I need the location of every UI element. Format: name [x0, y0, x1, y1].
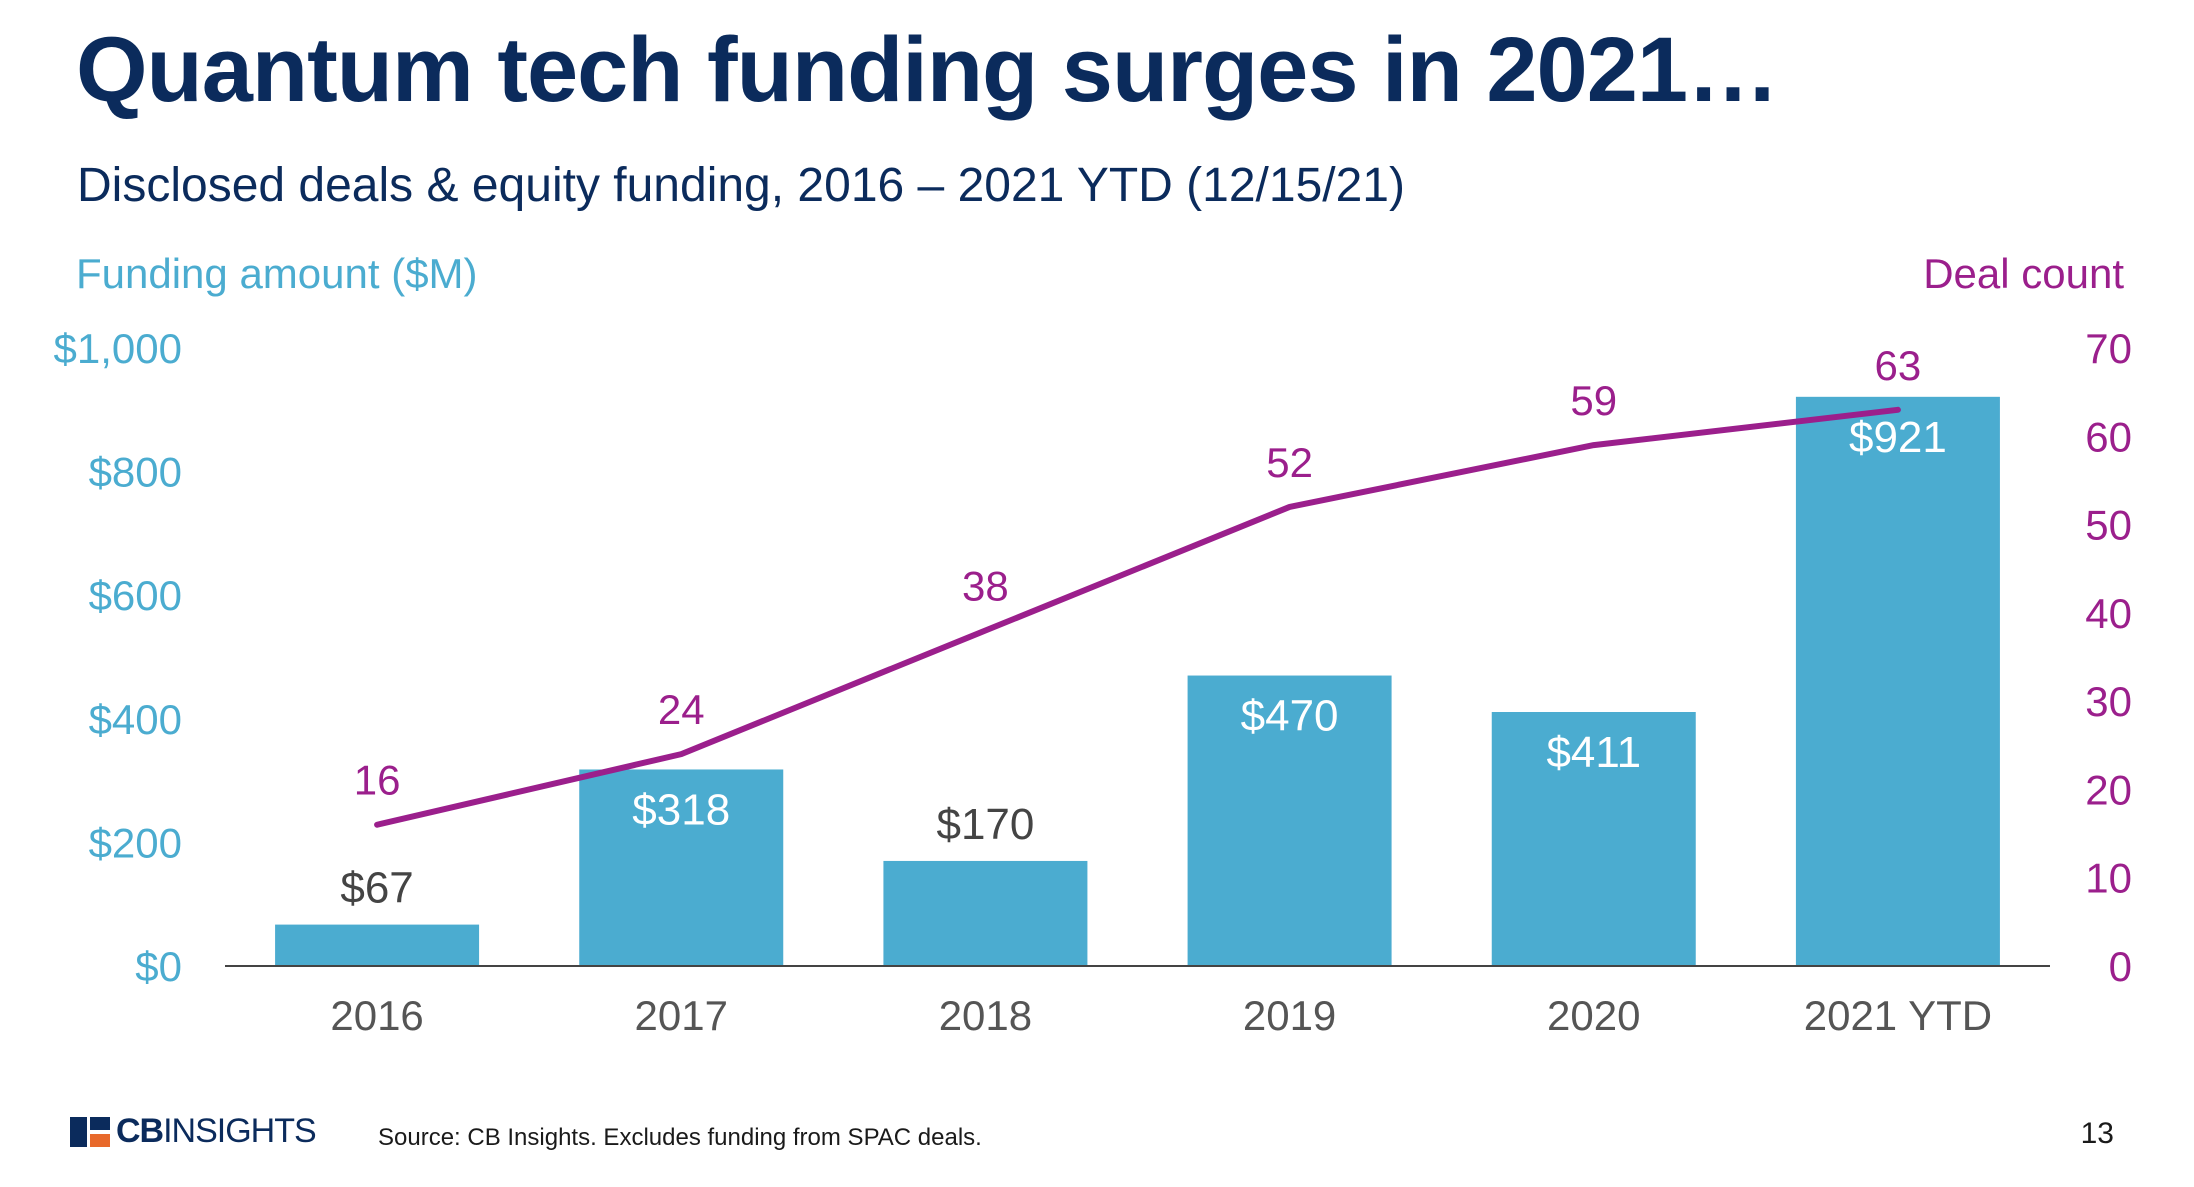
right-tick-label: 0 — [2109, 943, 2132, 990]
category-label: 2016 — [330, 992, 423, 1039]
bar-value-label: $411 — [1546, 728, 1641, 777]
right-tick-label: 70 — [2085, 325, 2132, 372]
category-label: 2021 YTD — [1804, 992, 1992, 1039]
left-tick-label: $200 — [89, 819, 182, 866]
bar-value-label: $170 — [936, 800, 1034, 849]
deal-count-line — [374, 406, 1901, 828]
deal-count-label: 16 — [354, 757, 401, 804]
page-number: 13 — [2080, 1117, 2114, 1150]
logo-text-light: INSIGHTS — [163, 1112, 317, 1150]
left-axis-title: Funding amount ($M) — [76, 250, 478, 297]
right-tick-label: 30 — [2085, 678, 2132, 725]
bar-2018 — [883, 860, 1088, 966]
bar-2016 — [275, 924, 480, 966]
page-subtitle: Disclosed deals & equity funding, 2016 –… — [77, 159, 1405, 212]
deal-count-label: 63 — [1875, 342, 1922, 389]
left-tick-label: $400 — [89, 696, 182, 743]
bar-2020 — [1491, 712, 1696, 966]
right-tick-label: 20 — [2085, 766, 2132, 813]
left-tick-label: $0 — [135, 943, 182, 990]
right-axis-title: Deal count — [1923, 250, 2124, 297]
bar-2019 — [1187, 675, 1392, 966]
bar-value-label: $67 — [340, 864, 413, 913]
bar-2021-ytd — [1795, 396, 2000, 966]
left-tick-label: $600 — [89, 572, 182, 619]
category-label: 2019 — [1243, 992, 1336, 1039]
bar-value-label: $470 — [1241, 692, 1339, 741]
page-title: Quantum tech funding surges in 2021… — [76, 19, 1779, 121]
cb-insights-logo: CB INSIGHTS — [70, 1112, 317, 1151]
source-note: Source: CB Insights. Excludes funding fr… — [378, 1124, 982, 1151]
category-label: 2018 — [939, 992, 1032, 1039]
left-tick-label: $1,000 — [54, 325, 182, 372]
deal-count-label: 38 — [962, 563, 1009, 610]
logo-text-bold: CB — [116, 1112, 164, 1150]
bar-value-label: $921 — [1849, 413, 1947, 462]
right-tick-label: 10 — [2085, 855, 2132, 902]
category-label: 2020 — [1547, 992, 1640, 1039]
bar-2017 — [579, 769, 784, 966]
deal-count-label: 52 — [1266, 439, 1313, 486]
deal-count-label: 24 — [658, 686, 705, 733]
category-label: 2017 — [635, 992, 728, 1039]
cb-logo-mark-icon — [70, 1116, 110, 1147]
left-tick-label: $800 — [89, 449, 182, 496]
bar-value-label: $318 — [632, 785, 730, 834]
right-tick-label: 60 — [2085, 413, 2132, 460]
deal-count-label: 59 — [1570, 377, 1617, 424]
right-tick-label: 50 — [2085, 502, 2132, 549]
right-tick-label: 40 — [2085, 590, 2132, 637]
